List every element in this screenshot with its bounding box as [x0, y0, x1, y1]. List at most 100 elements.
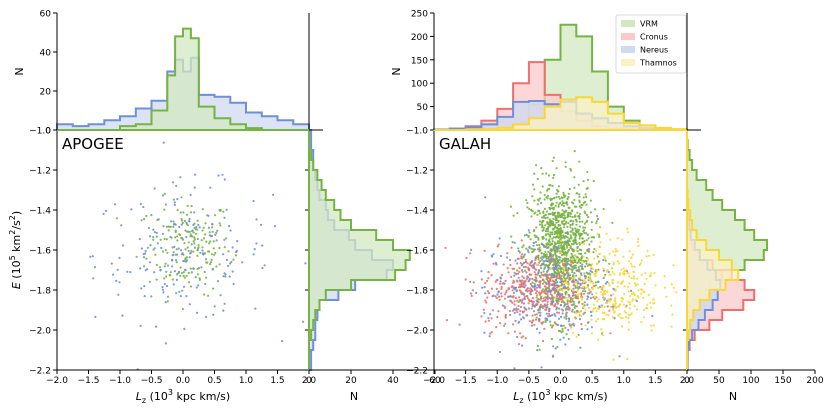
- scatter-point: [201, 246, 204, 249]
- scatter-point: [556, 281, 559, 284]
- scatter-point: [567, 242, 570, 245]
- scatter-point: [591, 271, 594, 274]
- scatter-points: [89, 141, 307, 371]
- scatter-point: [622, 280, 625, 283]
- scatter-point: [564, 266, 568, 269]
- scatter-point: [204, 233, 207, 236]
- scatter-point: [570, 236, 573, 239]
- scatter-point: [574, 259, 577, 262]
- scatter-point: [561, 260, 564, 263]
- scatter-point: [616, 285, 619, 288]
- scatter-point: [575, 279, 578, 282]
- scatter-point: [214, 233, 217, 236]
- scatter-point: [611, 221, 614, 224]
- scatter-point: [483, 249, 486, 252]
- scatter-point: [514, 296, 518, 300]
- scatter-point: [509, 258, 512, 262]
- scatter-point: [543, 303, 546, 306]
- scatter-point: [597, 298, 601, 301]
- scatter-point: [637, 237, 640, 241]
- scatter-point: [575, 223, 578, 226]
- scatter-point: [541, 225, 544, 228]
- scatter-point: [590, 236, 593, 239]
- scatter-point: [553, 245, 556, 248]
- scatter-point: [538, 197, 542, 200]
- scatter-point: [583, 301, 586, 304]
- scatter-point: [143, 295, 146, 298]
- scatter-point: [628, 321, 631, 324]
- scatter-point: [214, 214, 217, 217]
- scatter-point: [165, 270, 168, 273]
- scatter-point: [549, 254, 552, 258]
- scatter-point: [574, 296, 577, 299]
- scatter-point: [544, 264, 547, 267]
- scatter-point: [187, 281, 191, 284]
- scatter-point: [672, 264, 675, 267]
- scatter-point: [630, 262, 633, 265]
- scatter-point: [578, 292, 581, 295]
- right-hist-x-tick-label: 60: [429, 376, 441, 386]
- scatter-point: [183, 260, 186, 263]
- scatter-point: [566, 236, 569, 239]
- scatter-point: [552, 202, 555, 205]
- scatter-point: [499, 282, 502, 285]
- scatter-point: [555, 279, 558, 282]
- scatter-point: [158, 266, 162, 269]
- scatter-point: [483, 311, 486, 315]
- scatter-point: [584, 193, 587, 196]
- scatter-point: [583, 222, 586, 225]
- top-hist-thamnos: [434, 96, 688, 131]
- scatter-point: [579, 212, 582, 216]
- scatter-point: [219, 224, 222, 227]
- scatter-point: [511, 285, 514, 288]
- scatter-point: [523, 295, 527, 298]
- scatter-point: [550, 203, 553, 206]
- scatter-point: [536, 178, 539, 181]
- scatter-point: [594, 296, 597, 299]
- scatter-point: [489, 332, 492, 335]
- scatter-point: [611, 282, 614, 285]
- scatter-point: [533, 199, 536, 202]
- top-hist-y-tick-label: 100: [411, 80, 428, 90]
- scatter-point: [514, 319, 517, 322]
- scatter-point: [557, 270, 560, 273]
- scatter-point: [195, 232, 198, 235]
- scatter-point: [530, 264, 533, 267]
- scatter-point: [538, 274, 541, 278]
- scatter-point: [592, 308, 595, 311]
- scatter-point: [585, 232, 588, 235]
- scatter-point: [524, 308, 527, 311]
- scatter-point: [193, 242, 196, 245]
- scatter-point: [556, 286, 559, 289]
- scatter-point: [511, 241, 514, 244]
- scatter-point: [539, 264, 542, 267]
- scatter-point: [566, 260, 569, 263]
- scatter-point: [490, 317, 493, 320]
- right-histogram: 0 20 40 60N: [306, 129, 441, 403]
- scatter-point: [532, 248, 535, 251]
- scatter-point: [563, 248, 566, 251]
- scatter-point: [92, 277, 95, 280]
- scatter-point: [607, 314, 610, 317]
- scatter-point: [555, 192, 558, 195]
- scatter-point: [562, 204, 566, 208]
- scatter-point: [150, 213, 153, 217]
- panel-label: GALAH: [439, 135, 491, 153]
- scatter-point: [559, 289, 562, 292]
- scatter-point: [517, 276, 520, 279]
- right-hist-x-tick-label: 50: [713, 376, 725, 386]
- scatter-point: [579, 241, 582, 245]
- scatter-point: [550, 283, 554, 286]
- scatter-point: [644, 272, 647, 275]
- y-tick-label: −2.0: [29, 327, 51, 337]
- scatter-point: [634, 298, 637, 301]
- scatter-point: [536, 286, 539, 289]
- scatter-point: [208, 231, 211, 234]
- scatter-point: [624, 305, 627, 309]
- scatter-point: [636, 277, 639, 280]
- scatter-point: [200, 239, 203, 242]
- scatter-point: [562, 287, 565, 290]
- scatter-point: [224, 275, 227, 278]
- scatter-point: [562, 212, 565, 215]
- scatter-point: [560, 244, 563, 247]
